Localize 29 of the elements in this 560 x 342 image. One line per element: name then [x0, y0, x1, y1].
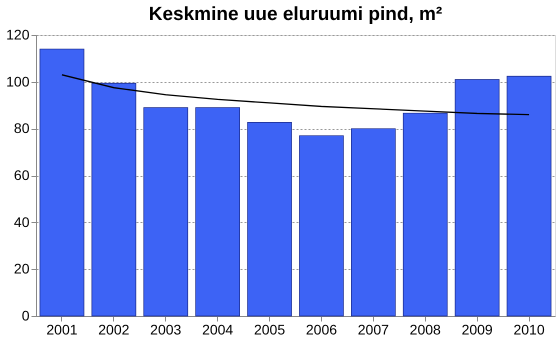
y-tick-label: 40: [14, 214, 30, 230]
x-tick-label: 2007: [358, 322, 390, 338]
bar: [402, 112, 448, 316]
bar: [92, 82, 136, 316]
x-tick-label: 2010: [513, 322, 545, 338]
y-tick-label: 20: [14, 260, 30, 277]
x-tick-label: 2008: [410, 322, 442, 338]
bar: [299, 135, 344, 316]
x-tick-label: 2005: [254, 322, 286, 338]
x-tick-label: 2004: [202, 322, 234, 338]
y-tick-label: 80: [14, 120, 30, 136]
y-tick-label: 120: [6, 26, 30, 42]
y-tick-label: 100: [6, 73, 30, 90]
bar: [40, 48, 84, 316]
bar: [195, 107, 240, 316]
bar: [247, 122, 292, 316]
x-tick-label: 2001: [46, 322, 78, 338]
x-tick-label: 2006: [306, 322, 338, 338]
line-series: [61, 74, 530, 116]
bar: [143, 107, 188, 316]
y-tick-label: 60: [14, 167, 30, 183]
x-tick-label: 2009: [462, 322, 493, 338]
bar: [351, 128, 396, 316]
y-tick-label: 0: [22, 308, 30, 324]
bar: [506, 76, 552, 316]
x-tick-label: 2002: [98, 322, 130, 338]
x-tick-label: 2003: [150, 322, 182, 338]
chart-title: Keskmine uue eluruumi pind, m²: [148, 4, 442, 25]
bar: [454, 79, 500, 316]
